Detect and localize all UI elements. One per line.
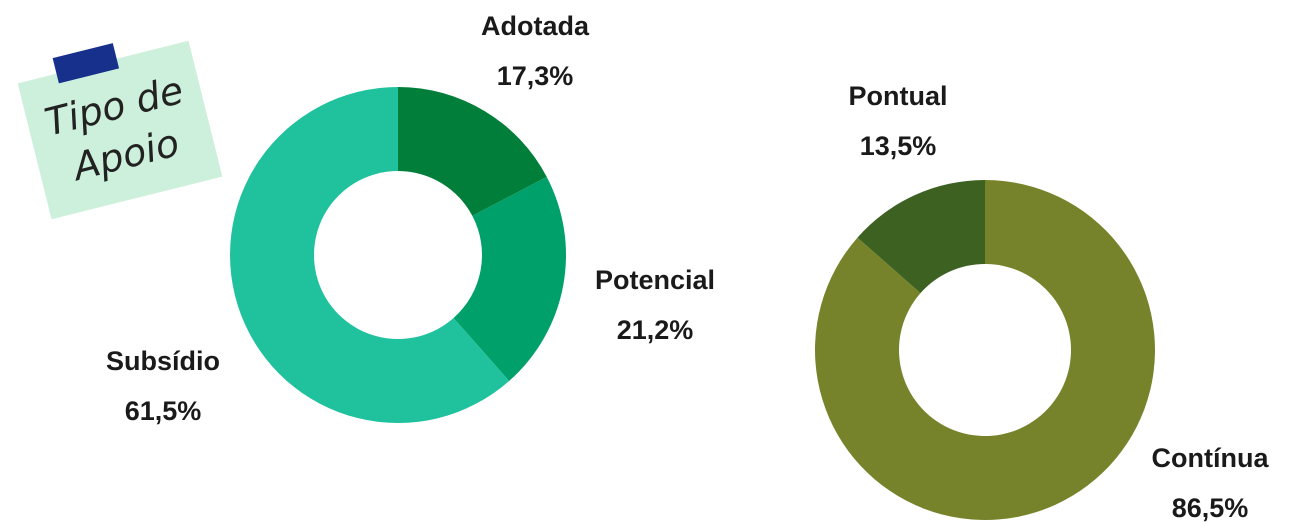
donut-slice <box>815 180 1156 520</box>
slice-value: 13,5% <box>860 131 937 161</box>
slice-value: 21,2% <box>617 315 694 345</box>
slice-name: Potencial <box>595 265 715 295</box>
slice-name: Contínua <box>1152 443 1270 473</box>
slice-value: 17,3% <box>497 61 574 91</box>
donut-slice <box>398 87 547 216</box>
slice-name: Subsídio <box>106 346 220 376</box>
note-paper <box>17 40 223 220</box>
slice-name: Adotada <box>481 11 590 41</box>
slice-name: Pontual <box>849 81 948 111</box>
donut-slice <box>453 176 566 382</box>
slice-value: 86,5% <box>1172 493 1249 522</box>
donut-slice <box>230 87 510 423</box>
note-tape <box>52 43 120 84</box>
sticky-note: Tipo de Apoio <box>17 40 223 220</box>
donut-slice <box>857 180 985 294</box>
slice-value: 61,5% <box>125 396 202 426</box>
